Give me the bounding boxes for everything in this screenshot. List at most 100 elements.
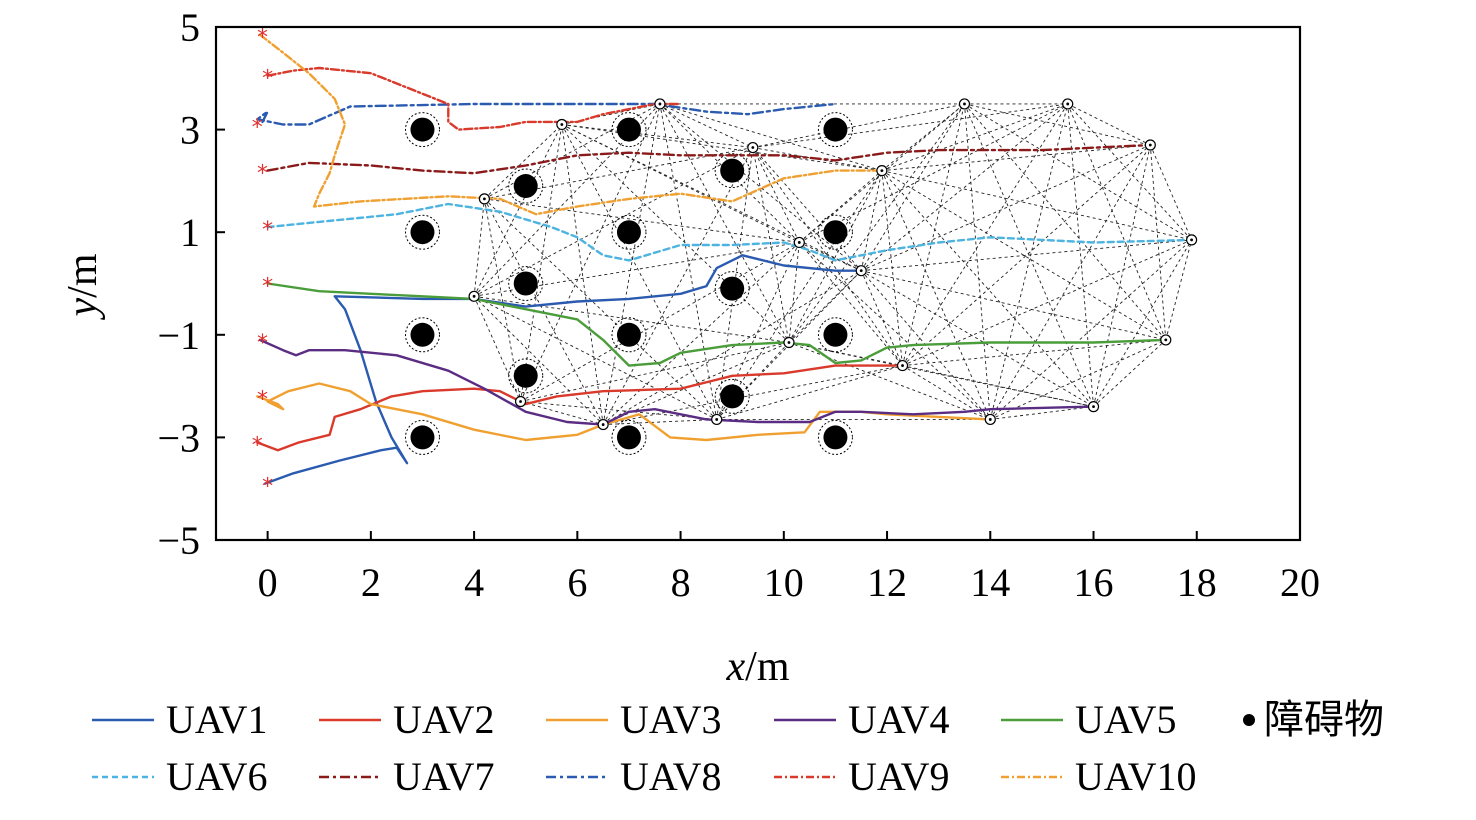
mesh-link [659,103,862,272]
obstacles [404,112,853,455]
obstacle-halo [611,112,647,148]
obstacle-halo [611,214,647,250]
formation-node-center [1190,238,1193,242]
mesh-link [473,296,604,425]
obstacle-halo [404,214,440,250]
mesh-link [520,401,604,426]
mesh-link [881,170,991,420]
formation-node-center [988,418,992,421]
start-marker: * [262,67,273,92]
start-marker: * [257,162,268,187]
obstacle [720,158,745,183]
y-tick-label: 5 [180,5,200,50]
mesh-link [964,103,1192,241]
x-tick-label: 0 [258,560,278,605]
y-axis-label: y/m [60,253,106,320]
mesh-link [861,270,1166,341]
obstacle-halo [714,271,750,307]
x-tick-label: 18 [1177,560,1217,605]
formation-node-center [859,269,863,273]
mesh-link [716,170,883,420]
mesh-link [881,170,1192,241]
mesh-link [990,406,1094,420]
mesh-link [798,242,991,420]
x-axis-label: x/m [726,644,790,690]
mesh-link [716,342,790,420]
mesh-link [902,239,1192,366]
obstacle [410,322,435,347]
obstacle-halo [714,153,750,189]
obstacle [823,322,848,347]
obstacle [410,117,435,142]
mesh-link [788,270,862,343]
legend-label: UAV1 [166,697,268,742]
mesh-link [474,295,790,343]
mesh-link [659,103,718,420]
series-uav1 [263,254,863,485]
formation-mesh [473,103,1193,426]
obstacle-halo [611,419,647,455]
mesh-link [752,147,800,243]
formation-node-center [1092,405,1095,409]
mesh-link [902,103,965,366]
formation-node-center [901,364,904,367]
mesh-link [1067,103,1192,241]
legend-label: UAV9 [848,754,950,799]
trajectories [256,33,1193,485]
formation-node-center [658,102,662,106]
mesh-link [520,242,800,402]
legend-label: UAV6 [166,754,268,799]
mesh-link [602,147,754,425]
mesh-link [520,124,563,402]
y-tick-label: −5 [157,518,200,563]
obstacle [513,271,538,296]
formation-node-center [1066,102,1070,106]
mesh-link [788,242,800,343]
mesh-link [602,242,800,425]
mesh-link [1067,103,1167,341]
mesh-link [659,103,883,172]
series-uav10 [258,33,884,216]
obstacle [616,425,641,450]
mesh-link [964,103,1094,407]
mesh-link [520,342,790,402]
mesh-link [989,144,1151,420]
mesh-link [483,198,521,402]
legend: UAV1 UAV2 UAV3 UAV4 UAV5 UAV6 UAV7 UAV8 UAV9 UAV1… [92,697,1384,799]
legend-label: UAV10 [1075,754,1197,799]
legend-obstacle-label: 障碍物 [1264,697,1384,742]
mesh-link [561,124,790,343]
formation-node-center [472,294,476,298]
obstacle-halo [404,419,440,455]
mesh-link [881,144,1151,172]
x-tick-label: 8 [671,560,691,605]
mesh-link [881,170,1094,407]
mesh-link [881,103,965,171]
mesh-link [716,147,754,420]
obstacle-halo [508,266,544,301]
formation-node-center [519,400,522,403]
formation-node-center [751,146,755,149]
mesh-link [752,103,1068,149]
obstacle [720,384,745,409]
series-uav4 [258,338,1095,426]
x-tick-label: 10 [764,560,804,605]
obstacle [720,276,745,301]
legend-label: UAV2 [393,697,495,742]
obstacle [410,425,435,450]
mesh-link [752,147,882,172]
mesh-link [860,103,1068,272]
mesh-link [752,103,965,148]
start-marker: * [257,26,268,51]
start-marker: * [262,475,273,500]
mesh-link [659,103,790,343]
x-tick-label: 4 [464,560,484,605]
obstacle-halo [404,112,440,148]
mesh-link [473,198,485,297]
mesh-link [602,103,661,425]
mesh-link [603,365,903,426]
obstacle-halo [817,112,853,148]
mesh-link [561,124,862,272]
formation-node-center [715,418,719,421]
